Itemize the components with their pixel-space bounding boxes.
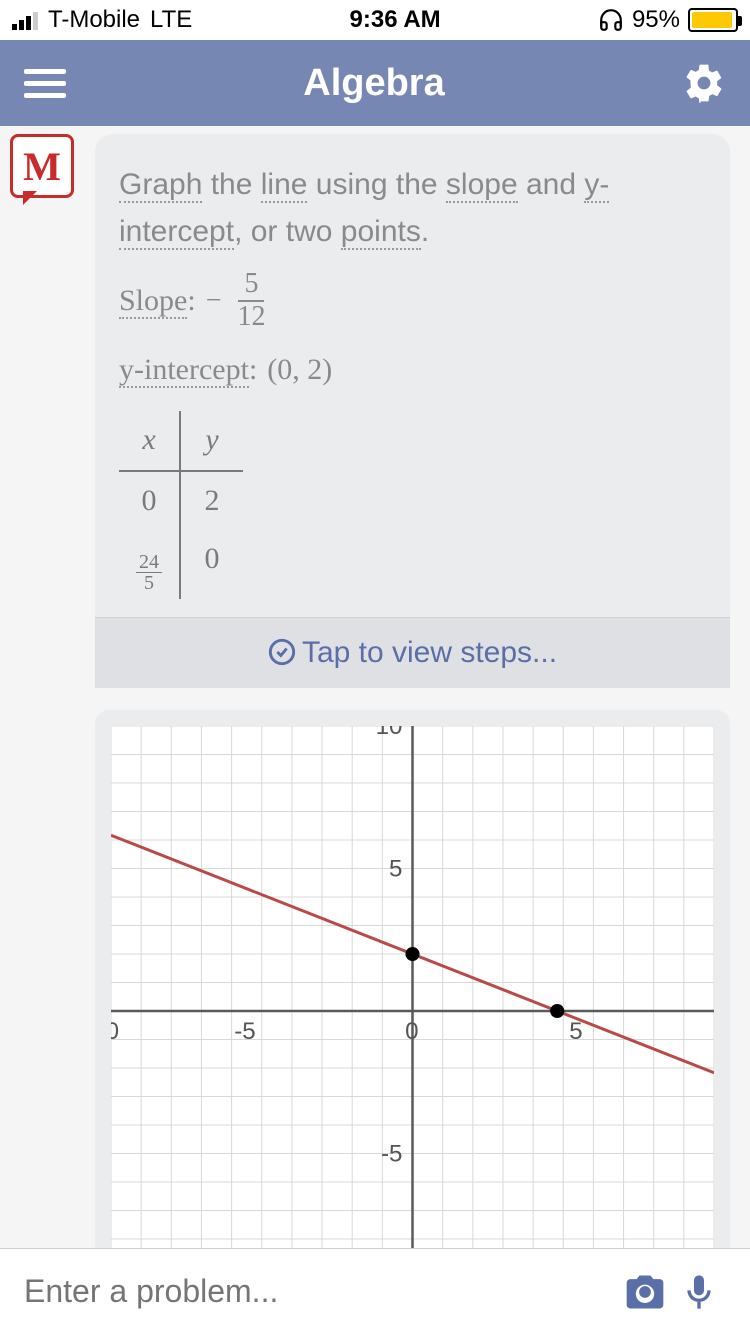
answer-card: Graph the line using the slope and y-int…: [95, 134, 730, 617]
battery-icon: [688, 8, 738, 32]
table-cell: 0: [119, 472, 181, 531]
view-steps-button[interactable]: Tap to view steps...: [95, 617, 730, 688]
instruction-text: Graph the line using the slope and y-int…: [119, 162, 706, 255]
camera-button[interactable]: [618, 1265, 672, 1319]
svg-text:0: 0: [405, 1018, 418, 1045]
table-cell: 0: [181, 530, 243, 599]
carrier-label: T-Mobile: [48, 6, 140, 34]
slope-fraction: 5 12: [231, 269, 271, 333]
minus-sign: −: [206, 279, 222, 322]
svg-text:5: 5: [389, 856, 402, 883]
col-x: x: [119, 411, 181, 472]
yint-value: (0, 2): [267, 347, 332, 394]
signal-icon: [12, 10, 38, 30]
term-graph[interactable]: Graph: [119, 168, 202, 203]
term-slope[interactable]: slope: [446, 168, 518, 203]
problem-input[interactable]: [24, 1273, 618, 1310]
content-area: M Graph the line using the slope and y-i…: [0, 126, 750, 1312]
term-points[interactable]: points: [341, 215, 421, 250]
menu-button[interactable]: [24, 69, 66, 98]
headphones-icon: [598, 7, 624, 33]
microphone-button[interactable]: [672, 1265, 726, 1319]
svg-text:10: 10: [376, 726, 403, 740]
svg-text:-10: -10: [111, 1018, 119, 1045]
table-cell: 245: [119, 530, 181, 599]
battery-pct: 95%: [632, 6, 680, 34]
col-y: y: [181, 411, 243, 472]
input-bar: [0, 1248, 750, 1334]
svg-text:-5: -5: [381, 1141, 402, 1168]
yint-label[interactable]: y-intercept: [119, 353, 249, 388]
table-cell: 2: [181, 472, 243, 531]
graph-plot[interactable]: -10-50510105-5-10: [111, 726, 714, 1296]
xy-table: x y 0 2 245 0: [119, 411, 243, 599]
app-avatar: M: [10, 134, 74, 198]
app-bar: Algebra: [0, 40, 750, 126]
yint-row: y-intercept: (0, 2): [119, 347, 706, 394]
network-label: LTE: [150, 6, 192, 34]
graph-card: -10-50510105-5-10: [95, 710, 730, 1312]
svg-text:5: 5: [569, 1018, 582, 1045]
slope-label[interactable]: Slope: [119, 284, 187, 319]
term-line[interactable]: line: [261, 168, 308, 203]
clock: 9:36 AM: [350, 6, 441, 34]
gear-icon[interactable]: [682, 61, 726, 105]
svg-text:-5: -5: [234, 1018, 255, 1045]
slope-row: Slope: − 5 12: [119, 269, 706, 333]
status-bar: T-Mobile LTE 9:36 AM 95%: [0, 0, 750, 40]
page-title: Algebra: [303, 62, 444, 105]
